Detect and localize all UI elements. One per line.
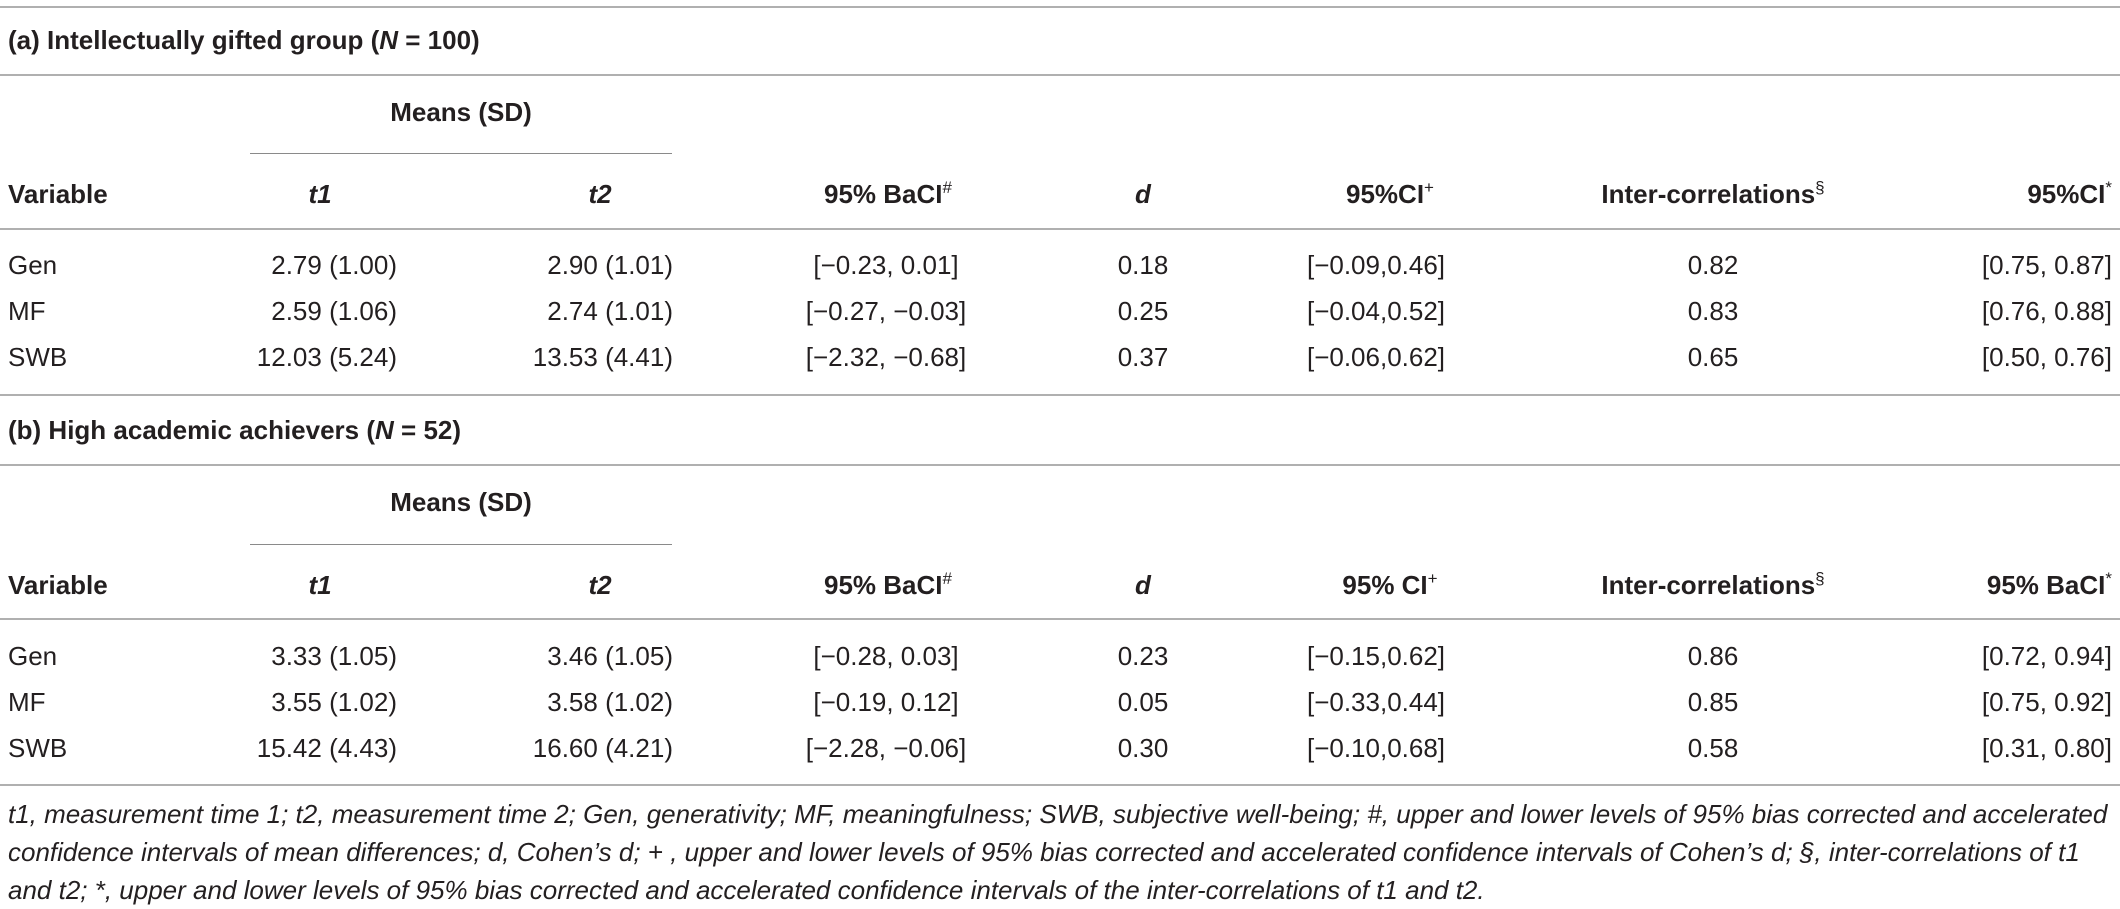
header-variable: Variable bbox=[8, 179, 108, 209]
section-a-header-rule bbox=[0, 228, 2120, 230]
cell-d: 0.23 bbox=[1117, 641, 1169, 671]
header-d: d bbox=[1135, 570, 1151, 600]
cell-baci: [−2.32, −0.68] bbox=[805, 342, 967, 372]
header-ci-d: 95% CI+ bbox=[1342, 569, 1438, 600]
cell-intercorr: 0.82 bbox=[1687, 250, 1739, 280]
cell-t1: 3.55 (1.02) bbox=[271, 687, 397, 717]
cell-ci-r: [0.72, 0.94] bbox=[1981, 641, 2112, 671]
cell-t2: 2.74 (1.01) bbox=[547, 296, 673, 326]
cell-variable: Gen bbox=[8, 641, 58, 671]
cell-intercorr: 0.86 bbox=[1687, 641, 1739, 671]
cell-t1: 3.33 (1.05) bbox=[271, 641, 397, 671]
top-rule bbox=[0, 6, 2120, 8]
header-intercorr: Inter-correlations§ bbox=[1601, 178, 1825, 209]
cell-ci-r: [0.31, 0.80] bbox=[1981, 733, 2112, 763]
cell-t1: 2.59 (1.06) bbox=[271, 296, 397, 326]
cell-d: 0.18 bbox=[1117, 250, 1169, 280]
section-b-title-rule bbox=[0, 464, 2120, 466]
section-b-bottom-rule bbox=[0, 784, 2120, 786]
cell-intercorr: 0.65 bbox=[1687, 342, 1739, 372]
section-a-title: (a) Intellectually gifted group (N = 100… bbox=[8, 25, 480, 55]
cell-d: 0.25 bbox=[1117, 296, 1169, 326]
header-ci-r: 95%CI* bbox=[2027, 178, 2112, 209]
section-a-bottom-rule bbox=[0, 394, 2120, 396]
cell-ci-d: [−0.04,0.52] bbox=[1306, 296, 1446, 326]
header-t2: t2 bbox=[588, 179, 612, 209]
cell-variable: MF bbox=[8, 296, 46, 326]
cell-t1: 15.42 (4.43) bbox=[256, 733, 397, 763]
cell-ci-d: [−0.33,0.44] bbox=[1306, 687, 1446, 717]
header-baci: 95% BaCI# bbox=[824, 569, 952, 600]
header-baci: 95% BaCI# bbox=[824, 178, 952, 209]
section-b-title: (b) High academic achievers (N = 52) bbox=[8, 415, 462, 445]
header-variable: Variable bbox=[8, 570, 108, 600]
header-t1: t1 bbox=[308, 179, 332, 209]
section-a-title-rule bbox=[0, 74, 2120, 76]
header-intercorr: Inter-correlations§ bbox=[1601, 569, 1825, 600]
cell-ci-r: [0.75, 0.87] bbox=[1981, 250, 2112, 280]
cell-variable: SWB bbox=[8, 733, 68, 763]
cell-t2: 3.58 (1.02) bbox=[547, 687, 673, 717]
cell-intercorr: 0.83 bbox=[1687, 296, 1739, 326]
cell-baci: [−2.28, −0.06] bbox=[805, 733, 967, 763]
cell-t1: 12.03 (5.24) bbox=[256, 342, 397, 372]
cell-d: 0.05 bbox=[1117, 687, 1169, 717]
means-sd-rule bbox=[250, 153, 672, 154]
header-ci-r: 95% BaCI* bbox=[1986, 569, 2112, 600]
table-footnote: t1, measurement time 1; t2, measurement … bbox=[8, 799, 2108, 905]
cell-t1: 2.79 (1.00) bbox=[271, 250, 397, 280]
cell-ci-d: [−0.10,0.68] bbox=[1306, 733, 1446, 763]
cell-t2: 13.53 (4.41) bbox=[532, 342, 673, 372]
cell-baci: [−0.28, 0.03] bbox=[813, 641, 959, 671]
cell-baci: [−0.23, 0.01] bbox=[813, 250, 959, 280]
cell-variable: SWB bbox=[8, 342, 68, 372]
cell-baci: [−0.19, 0.12] bbox=[813, 687, 959, 717]
section-b-header-rule bbox=[0, 618, 2120, 620]
cell-variable: MF bbox=[8, 687, 46, 717]
means-sd-rule bbox=[250, 544, 672, 545]
header-ci-d: 95%CI+ bbox=[1346, 178, 1434, 209]
header-t1: t1 bbox=[308, 570, 332, 600]
cell-ci-d: [−0.15,0.62] bbox=[1306, 641, 1446, 671]
means-sd-header: Means (SD) bbox=[390, 97, 532, 127]
cell-variable: Gen bbox=[8, 250, 58, 280]
cell-baci: [−0.27, −0.03] bbox=[805, 296, 967, 326]
cell-t2: 16.60 (4.21) bbox=[532, 733, 673, 763]
cell-ci-r: [0.75, 0.92] bbox=[1981, 687, 2112, 717]
cell-t2: 3.46 (1.05) bbox=[547, 641, 673, 671]
cell-d: 0.37 bbox=[1117, 342, 1169, 372]
cell-d: 0.30 bbox=[1117, 733, 1169, 763]
cell-ci-r: [0.76, 0.88] bbox=[1981, 296, 2112, 326]
cell-intercorr: 0.85 bbox=[1687, 687, 1739, 717]
cell-ci-d: [−0.09,0.46] bbox=[1306, 250, 1446, 280]
cell-intercorr: 0.58 bbox=[1687, 733, 1739, 763]
means-sd-header: Means (SD) bbox=[390, 487, 532, 517]
cell-ci-r: [0.50, 0.76] bbox=[1981, 342, 2112, 372]
header-t2: t2 bbox=[588, 570, 612, 600]
header-d: d bbox=[1135, 179, 1151, 209]
cell-t2: 2.90 (1.01) bbox=[547, 250, 673, 280]
cell-ci-d: [−0.06,0.62] bbox=[1306, 342, 1446, 372]
